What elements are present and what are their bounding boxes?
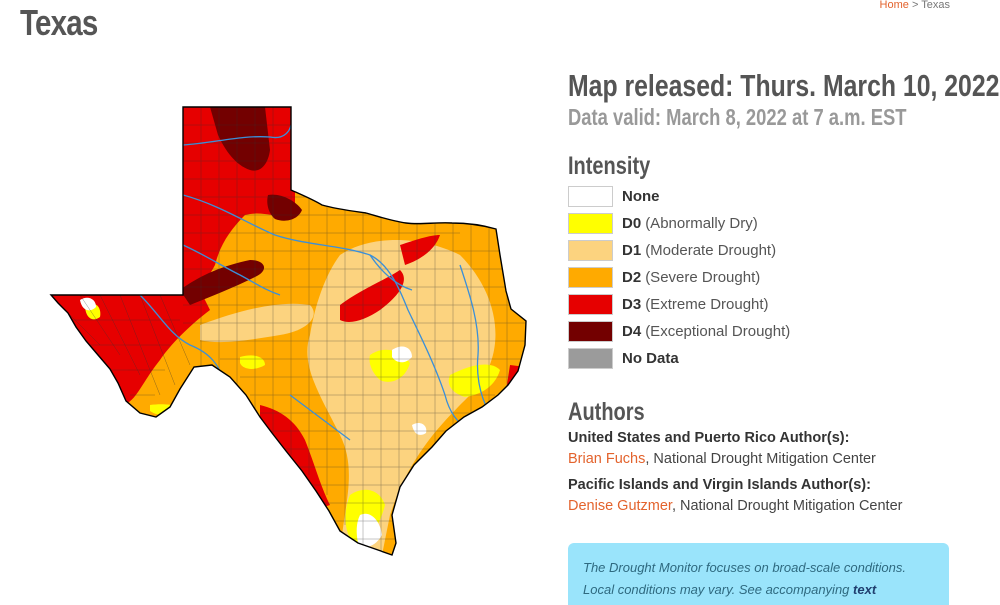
legend-item-d0: D0 (Abnormally Dry) xyxy=(568,210,790,237)
breadcrumb-home-link[interactable]: Home xyxy=(879,0,909,11)
legend-desc: (Abnormally Dry) xyxy=(645,215,758,232)
page-title: Texas xyxy=(20,2,98,43)
texas-drought-map xyxy=(40,95,540,565)
legend-swatch xyxy=(568,348,613,369)
legend-item-d2: D2 (Severe Drought) xyxy=(568,264,790,291)
author-role: Pacific Islands and Virgin Islands Autho… xyxy=(568,477,871,493)
legend-swatch xyxy=(568,321,613,342)
intensity-heading: Intensity xyxy=(568,152,651,180)
legend-item-d4: D4 (Exceptional Drought) xyxy=(568,318,790,345)
legend-swatch xyxy=(568,240,613,261)
author-link[interactable]: Brian Fuchs xyxy=(568,451,646,467)
intensity-legend: None D0 (Abnormally Dry) D1 (Moderate Dr… xyxy=(568,183,790,372)
map-info: Map released: Thurs. March 10, 2022 Data… xyxy=(568,68,1000,131)
legend-code: D2 xyxy=(622,269,642,286)
author-line: Brian Fuchs, National Drought Mitigation… xyxy=(568,451,902,467)
note-line-2: Local conditions may vary. See accompany… xyxy=(583,579,934,601)
legend-code: D3 xyxy=(622,296,642,313)
legend-swatch xyxy=(568,294,613,315)
legend-desc: (Exceptional Drought) xyxy=(645,323,791,340)
legend-code: D1 xyxy=(622,242,642,259)
author-link[interactable]: Denise Gutzmer xyxy=(568,498,672,514)
legend-code: No Data xyxy=(622,350,679,367)
authors-heading: Authors xyxy=(568,398,645,426)
breadcrumb-current: Texas xyxy=(921,0,950,11)
legend-code: None xyxy=(622,188,660,205)
legend-swatch xyxy=(568,267,613,288)
authors-list: United States and Puerto Rico Author(s):… xyxy=(568,430,902,524)
note-text-link[interactable]: text xyxy=(853,582,877,597)
legend-desc: (Moderate Drought) xyxy=(645,242,777,259)
breadcrumb: Home > Texas xyxy=(880,0,950,11)
legend-code: D0 xyxy=(622,215,642,232)
legend-item-none: None xyxy=(568,183,790,210)
texas-map-graphic xyxy=(49,106,527,556)
note-line-1: The Drought Monitor focuses on broad-sca… xyxy=(583,560,907,575)
legend-desc: (Severe Drought) xyxy=(645,269,761,286)
author-org: , National Drought Mitigation Center xyxy=(645,451,876,467)
data-valid-date: Data valid: March 8, 2022 at 7 a.m. EST xyxy=(568,104,907,130)
legend-item-d3: D3 (Extreme Drought) xyxy=(568,291,790,318)
legend-code: D4 xyxy=(622,323,642,340)
legend-item-d1: D1 (Moderate Drought) xyxy=(568,237,790,264)
author-org: , National Drought Mitigation Center xyxy=(671,498,903,514)
drought-monitor-note: The Drought Monitor focuses on broad-sca… xyxy=(568,543,949,605)
note-line-2-text: Local conditions may vary. See accompany… xyxy=(583,582,850,597)
legend-swatch xyxy=(568,186,613,207)
legend-desc: (Extreme Drought) xyxy=(645,296,769,313)
legend-swatch xyxy=(568,213,613,234)
author-line: Denise Gutzmer, National Drought Mitigat… xyxy=(568,498,902,514)
legend-item-no-data: No Data xyxy=(568,345,790,372)
breadcrumb-separator: > xyxy=(911,0,919,11)
map-release-date: Map released: Thurs. March 10, 2022 xyxy=(568,68,1000,103)
author-role: United States and Puerto Rico Author(s): xyxy=(568,430,850,446)
